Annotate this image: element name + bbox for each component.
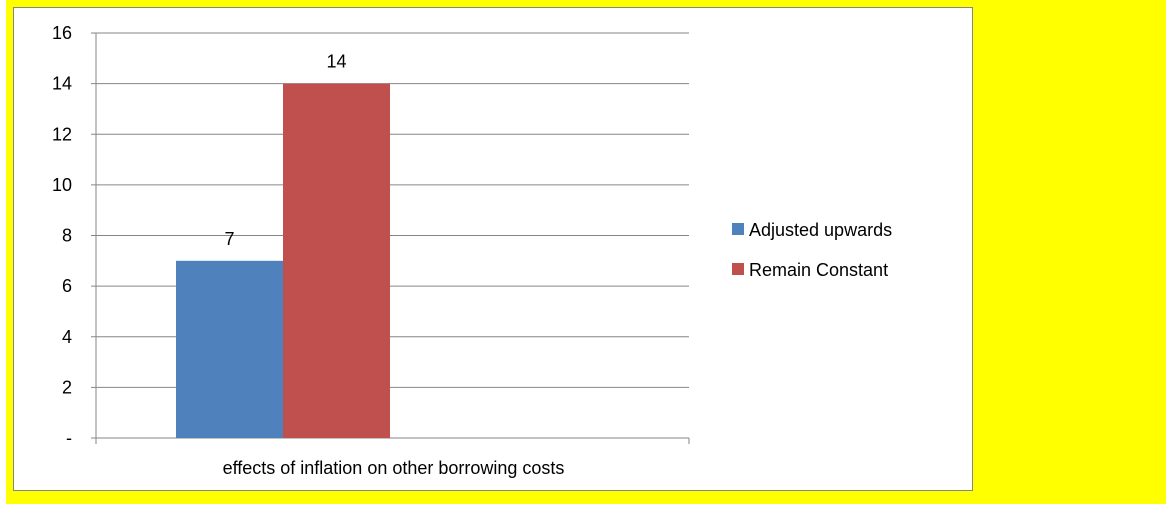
y-tick-label: 4	[62, 327, 72, 347]
y-tick-label: 12	[52, 124, 72, 144]
legend-label-remain-constant: Remain Constant	[749, 260, 888, 280]
y-tick-label: 14	[52, 74, 72, 94]
y-tick-label: -	[66, 428, 72, 448]
y-tick-label: 6	[62, 276, 72, 296]
bar-adjusted-upwards	[176, 260, 283, 438]
legend: Adjusted upwards Remain Constant	[732, 220, 892, 280]
bar-chart: - 2 4 6 8 10 12 14 16 7 14 effects of inflation o…	[52, 23, 892, 478]
chart-area: - 2 4 6 8 10 12 14 16 7 14 effects of inflation o…	[13, 7, 973, 491]
legend-swatch-remain-constant	[732, 263, 744, 275]
bars	[176, 83, 390, 438]
data-labels: 7 14	[224, 52, 346, 249]
data-label-adjusted-upwards: 7	[224, 229, 234, 249]
y-tick-label: 2	[62, 377, 72, 397]
legend-swatch-adjusted-upwards	[732, 223, 744, 235]
legend-label-adjusted-upwards: Adjusted upwards	[749, 220, 892, 240]
y-tick-label: 8	[62, 226, 72, 246]
x-category-label: effects of inflation on other borrowing …	[223, 458, 565, 478]
data-label-remain-constant: 14	[326, 52, 346, 72]
y-tick-label: 16	[52, 23, 72, 43]
y-tick-label: 10	[52, 175, 72, 195]
bar-remain-constant	[283, 83, 390, 438]
y-axis-ticks: - 2 4 6 8 10 12 14 16	[52, 23, 690, 448]
